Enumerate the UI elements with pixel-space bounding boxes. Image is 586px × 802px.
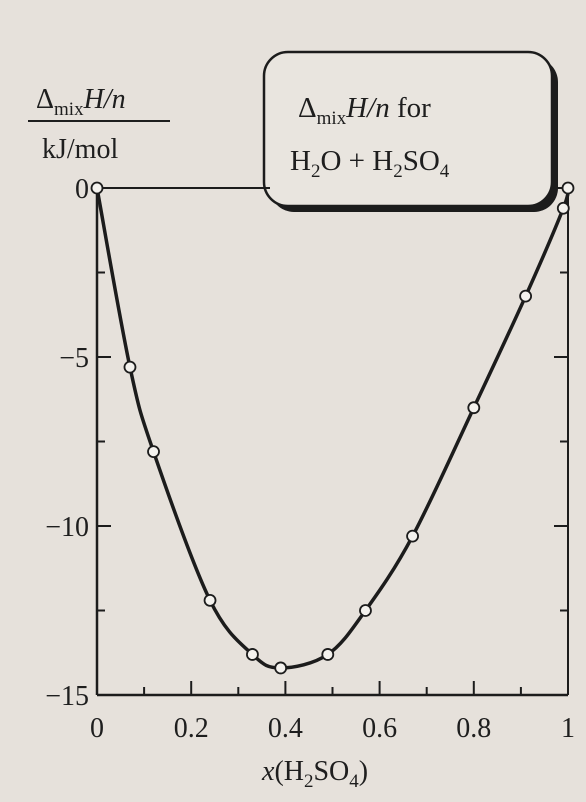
y-tick-label: −5 bbox=[59, 343, 89, 374]
x-tick-label: 0 bbox=[90, 713, 104, 744]
axis-tick-labels: 0 0.2 0.4 0.6 0.8 1 0 −5 −10 −15 bbox=[45, 174, 575, 744]
data-point bbox=[321, 648, 335, 661]
x-tick-label: 1 bbox=[561, 713, 575, 744]
data-point bbox=[147, 445, 160, 459]
x-tick-label: 0.4 bbox=[268, 713, 303, 744]
data-point bbox=[359, 604, 372, 617]
data-point bbox=[406, 529, 419, 543]
data-point bbox=[556, 201, 570, 215]
data-point bbox=[561, 181, 575, 195]
y-axis-label: ΔmixH/n kJ/mol bbox=[28, 84, 170, 165]
y-tick-label: −10 bbox=[45, 512, 89, 543]
data-series bbox=[90, 181, 575, 675]
annotation-line-1: ΔmixH/n for bbox=[298, 92, 431, 129]
data-point bbox=[274, 661, 288, 675]
annotation-line-2: H2O + H2SO4 bbox=[290, 145, 450, 182]
x-tick-label: 0.6 bbox=[362, 713, 397, 744]
annotation-box-frame bbox=[262, 50, 554, 208]
data-point bbox=[246, 648, 259, 661]
data-point bbox=[519, 289, 533, 303]
axis-ticks bbox=[97, 271, 568, 695]
y-axis-label-unit: kJ/mol bbox=[42, 134, 118, 165]
annotation-box: ΔmixH/n for H2O + H2SO4 bbox=[262, 50, 558, 212]
y-tick-label: 0 bbox=[75, 174, 89, 205]
x-tick-label: 0.2 bbox=[174, 713, 209, 744]
x-axis-label: x(H2SO4) bbox=[261, 756, 368, 792]
data-point bbox=[90, 181, 104, 195]
x-tick-label: 0.8 bbox=[456, 713, 491, 744]
data-point bbox=[123, 360, 137, 374]
y-tick-label: −15 bbox=[45, 681, 89, 712]
data-point bbox=[467, 401, 481, 415]
y-axis-label-quantity: ΔmixH/n bbox=[36, 84, 126, 120]
series-line bbox=[95, 187, 570, 670]
data-point bbox=[203, 593, 217, 607]
